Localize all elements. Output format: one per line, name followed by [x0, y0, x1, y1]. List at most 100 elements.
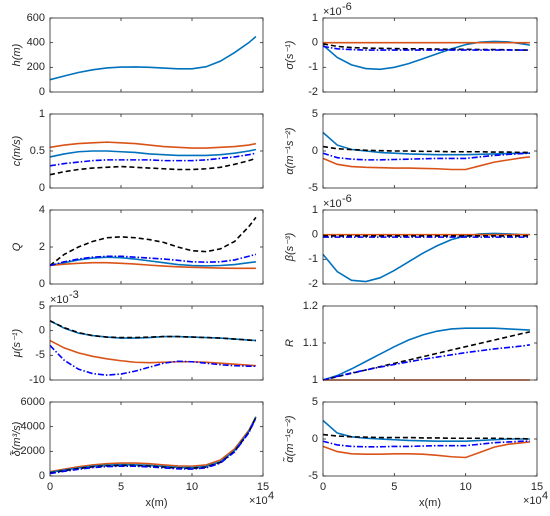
y-axis-label: h(m): [11, 43, 23, 66]
y-tick-label: 0: [39, 325, 45, 337]
axes-box: [322, 401, 538, 477]
data-line: [49, 339, 256, 367]
x-axis-label: x(m): [419, 497, 441, 509]
y-multiplier-base: ×10: [50, 294, 69, 306]
y-tick-label: 0: [39, 182, 45, 194]
y-tick-label: 2000: [21, 445, 45, 457]
y-tick-label: 5: [312, 108, 318, 120]
data-line: [49, 320, 256, 342]
axes-box: [49, 305, 264, 381]
y-tick-label: 5: [312, 396, 318, 408]
x-axis-label: x(m): [146, 497, 168, 509]
y-tick-label: 1: [312, 374, 318, 386]
data-line: [322, 152, 530, 161]
axes-box: [322, 209, 538, 285]
x-multiplier-base: ×10: [523, 495, 542, 507]
x-tick-label: 0: [47, 481, 53, 493]
x-tick-label: 0: [320, 481, 326, 493]
data-line: [49, 148, 257, 158]
y-tick-label: 400: [27, 37, 45, 49]
y-tick-label: 1: [312, 204, 318, 216]
y-tick-label: 1.2: [303, 300, 318, 312]
axes-background: [323, 18, 537, 92]
y-multiplier-power: -6: [342, 193, 352, 205]
x-tick-label: 15: [257, 481, 269, 493]
data-line: [49, 261, 256, 270]
y-multiplier-base: ×10: [323, 198, 342, 210]
axes-box: [322, 17, 538, 93]
data-line: [49, 417, 257, 475]
y-tick-label: 2: [39, 241, 45, 253]
y-tick-label: 600: [27, 12, 45, 24]
y-tick-label: 0: [39, 470, 45, 482]
axes-background: [50, 306, 263, 380]
axes-background: [323, 306, 537, 380]
axes-box: [49, 401, 264, 477]
y-tick-label: 0: [312, 433, 318, 445]
x-multiplier-power: 4: [268, 490, 274, 502]
y-axis-label: Q: [11, 242, 23, 251]
axes-background: [323, 210, 537, 284]
subplot: -2 -1 0 1 β(s⁻³) ×10 -6: [284, 193, 538, 290]
y-tick-label: -10: [29, 374, 45, 386]
data-line: [49, 152, 257, 167]
axes-box: [322, 305, 538, 381]
y-tick-label: -5: [308, 470, 318, 482]
x-multiplier-power: 4: [542, 490, 548, 502]
y-tick-label: 1: [312, 12, 318, 24]
y-axis-label: β(s⁻³): [284, 232, 296, 262]
y-tick-label: 0: [312, 37, 318, 49]
data-line: [322, 327, 530, 381]
data-line: [49, 216, 257, 267]
y-tick-label: 0: [39, 86, 45, 98]
subplot: 0 2 4 Q: [11, 204, 264, 290]
axes-background: [50, 210, 263, 284]
subplot: 0 5 10 15 0 2000 4000 6000 δ̃(m³/s) x(m) ×10 4: [10, 396, 274, 509]
data-line: [322, 433, 530, 440]
data-line: [49, 157, 257, 176]
subplot: -10 -5 0 5 μ(s⁻¹) ×10 -3: [11, 289, 264, 386]
y-tick-label: 4000: [21, 421, 45, 433]
y-tick-label: -2: [308, 278, 318, 290]
axes-box: [49, 209, 264, 285]
y-tick-label: 200: [27, 61, 45, 73]
y-multiplier-base: ×10: [323, 6, 342, 18]
y-tick-label: -2: [308, 86, 318, 98]
data-line: [49, 416, 257, 473]
y-tick-label: -5: [308, 182, 318, 194]
x-tick-label: 15: [531, 481, 543, 493]
x-tick-label: 10: [460, 481, 472, 493]
x-tick-label: 5: [118, 481, 124, 493]
data-line: [322, 440, 530, 448]
y-tick-label: 0: [39, 278, 45, 290]
axes-box: [49, 113, 264, 189]
y-tick-label: 1.1: [303, 337, 318, 349]
y-axis-label: μ(s⁻¹): [11, 329, 23, 359]
data-line: [322, 145, 530, 154]
y-tick-label: -1: [308, 253, 318, 265]
axes-box: [322, 113, 538, 189]
data-line: [49, 141, 257, 149]
data-line: [322, 43, 530, 51]
y-axis-label: α̃(m⁻¹s⁻²): [283, 415, 296, 463]
y-axis-label: δ̃(m³/s): [10, 421, 23, 456]
y-tick-label: 6000: [21, 396, 45, 408]
y-tick-label: 1: [39, 108, 45, 120]
data-line: [322, 40, 531, 71]
y-axis-label: c(m/s): [11, 135, 23, 166]
data-line: [49, 344, 256, 376]
y-tick-label: 0: [312, 229, 318, 241]
y-tick-label: -1: [308, 61, 318, 73]
axes-background: [50, 18, 263, 92]
data-line: [322, 441, 530, 459]
data-line: [322, 344, 530, 381]
subplot: -5 0 5 α(m⁻¹s⁻²): [284, 108, 538, 194]
data-line: [322, 156, 530, 171]
subplot: 0 0.5 1 c(m/s): [11, 108, 264, 194]
subplot: 1 1.1 1.2 R: [284, 300, 538, 386]
subplot: 0 200 400 600 h(m): [11, 12, 264, 98]
y-multiplier-power: -6: [342, 1, 352, 13]
data-line: [49, 253, 257, 267]
